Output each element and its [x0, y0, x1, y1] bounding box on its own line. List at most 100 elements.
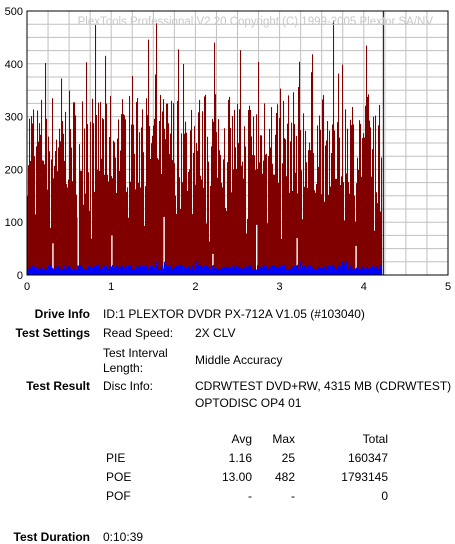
- pie-bar: [164, 261, 166, 275]
- poe-bar: [116, 193, 118, 275]
- poe-bar: [201, 179, 203, 275]
- poe-bar: [354, 195, 356, 275]
- poe-bar: [147, 115, 149, 276]
- poe-bar: [368, 94, 370, 275]
- poe-bar: [308, 150, 310, 275]
- drive-info-label: Drive Info: [34, 307, 90, 321]
- pie-bar: [171, 269, 173, 275]
- poe-bar: [291, 122, 293, 275]
- pie-bar: [233, 264, 235, 275]
- poe-bar: [47, 189, 49, 275]
- pie-bar: [244, 268, 246, 275]
- poe-bar: [344, 220, 346, 275]
- poe-bar: [129, 95, 131, 275]
- poe-bar: [58, 147, 60, 275]
- pie-bar: [199, 264, 201, 275]
- pie-bar: [213, 265, 215, 275]
- pie-bar: [167, 267, 169, 275]
- pie-bar: [355, 268, 357, 275]
- pie-bar: [314, 269, 316, 275]
- pie-bar: [294, 265, 296, 275]
- pie-bar: [323, 264, 325, 275]
- poe-bar: [160, 94, 162, 275]
- poe-bar: [320, 129, 322, 275]
- poe-bar: [85, 193, 87, 275]
- poe-bar: [270, 147, 272, 275]
- poe-bar: [350, 119, 352, 275]
- pie-bar: [291, 266, 293, 275]
- poe-bar: [113, 140, 115, 275]
- poe-bar: [376, 192, 378, 275]
- poe-bar: [280, 88, 282, 275]
- pie-bar: [334, 268, 336, 275]
- pie-bar: [28, 269, 30, 275]
- poe-bar: [132, 75, 134, 275]
- poe-bar: [30, 161, 32, 275]
- poe-bar: [230, 127, 232, 276]
- poe-bar: [229, 96, 231, 275]
- poe-bar: [159, 120, 161, 275]
- pof-avg: -: [248, 489, 252, 503]
- pie-bar: [266, 266, 268, 275]
- poe-bar: [127, 187, 129, 275]
- pie-bar: [352, 268, 354, 275]
- poe-bar: [185, 121, 187, 275]
- pie-bar: [313, 269, 315, 275]
- pie-bar: [87, 266, 89, 275]
- poe-bar: [253, 116, 255, 275]
- poe-bar: [46, 118, 48, 276]
- poe-bar: [194, 126, 196, 276]
- poe-bar: [198, 112, 200, 276]
- pie-bar: [362, 266, 364, 275]
- pie-bar: [103, 269, 105, 275]
- poe-bar: [171, 100, 173, 275]
- poe-bar: [133, 124, 135, 275]
- pie-bar: [235, 266, 237, 275]
- pie-bar: [75, 268, 77, 275]
- pie-bar: [232, 265, 234, 275]
- pie-bar: [89, 264, 91, 275]
- pie-bar: [297, 264, 299, 275]
- pie-bar: [31, 267, 33, 275]
- poe-bar: [42, 160, 44, 275]
- test-duration-value: 0:10:39: [103, 530, 144, 544]
- pie-bar: [304, 265, 306, 275]
- poe-bar: [52, 98, 54, 275]
- poe-bar: [172, 160, 174, 275]
- pie-bar: [93, 267, 95, 275]
- poe-bar: [181, 133, 183, 275]
- pie-bar: [372, 266, 374, 275]
- pie-bar: [327, 265, 329, 275]
- poe-bar: [192, 214, 194, 275]
- poe-bar: [294, 124, 296, 275]
- pie-bar: [337, 264, 339, 275]
- pie-bar: [192, 265, 194, 275]
- pie-bar: [41, 266, 43, 275]
- pie-bar: [155, 269, 157, 275]
- pie-bar: [54, 268, 56, 275]
- poe-bar: [251, 136, 253, 275]
- avg-header: Avg: [231, 432, 252, 446]
- pie-bar: [253, 265, 255, 275]
- pie-bar: [250, 264, 252, 275]
- pie-bar: [80, 265, 82, 275]
- poe-bar: [126, 191, 128, 275]
- poe-bar: [202, 111, 204, 275]
- pie-bar: [344, 264, 346, 275]
- poe-bar: [228, 99, 230, 276]
- poe-bar: [361, 176, 363, 275]
- pie-bar: [72, 269, 74, 275]
- poe-bar: [301, 170, 303, 275]
- poe-bar: [39, 123, 41, 276]
- pie-bar: [116, 265, 118, 275]
- pie-bar: [32, 265, 34, 275]
- pie-bar: [343, 265, 345, 275]
- pie-bar: [135, 267, 137, 275]
- poe-bar: [107, 174, 109, 275]
- poe-bar: [352, 106, 354, 275]
- pie-bar: [252, 269, 254, 275]
- poe-bar: [187, 191, 189, 275]
- poe-bar: [170, 133, 172, 275]
- poe-bar: [51, 159, 53, 275]
- poe-bar: [269, 128, 271, 275]
